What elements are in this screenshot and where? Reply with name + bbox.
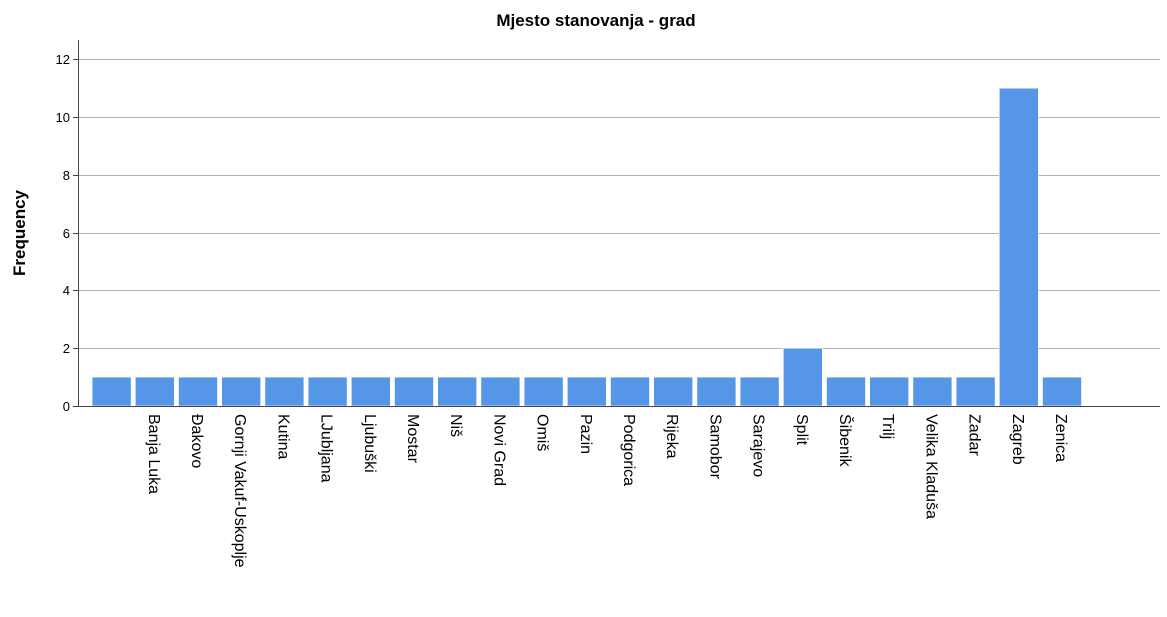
x-tick-label: Pazin bbox=[577, 414, 594, 454]
x-tick-label: LJubljana bbox=[318, 414, 335, 483]
bar bbox=[480, 376, 521, 407]
bar bbox=[523, 376, 564, 407]
y-axis-ticks: 0 2 4 6 8 10 12 bbox=[56, 52, 78, 414]
x-tick-label: Zagreb bbox=[1009, 414, 1026, 465]
x-tick-label: Zadar bbox=[966, 414, 983, 456]
x-tick-label: Gornji Vakuf-Uskoplje bbox=[231, 414, 248, 568]
bar bbox=[782, 347, 823, 407]
x-tick-label: Niš bbox=[447, 414, 464, 437]
bar bbox=[91, 376, 132, 407]
x-tick-label: Velika Kladuša bbox=[922, 414, 939, 519]
bar bbox=[264, 376, 305, 407]
x-tick-label: Split bbox=[793, 414, 810, 446]
bar bbox=[955, 376, 996, 407]
bar bbox=[610, 376, 650, 407]
bar bbox=[826, 376, 866, 407]
y-tick-label: 6 bbox=[63, 226, 70, 241]
bar bbox=[869, 376, 910, 407]
x-tick-label: Podgorica bbox=[620, 414, 637, 486]
bar bbox=[653, 376, 694, 407]
x-tick-label: Banja Luka bbox=[145, 414, 162, 494]
bar bbox=[178, 376, 218, 407]
bar bbox=[739, 376, 780, 407]
x-tick-label: Zenica bbox=[1052, 414, 1069, 462]
x-tick-label: Šibenik bbox=[836, 414, 855, 467]
x-axis-labels: Banja Luka Đakovo Gornji Vakuf-Uskoplje Kut… bbox=[145, 414, 1069, 568]
bar bbox=[696, 376, 737, 407]
x-tick-label: Mostar bbox=[404, 414, 421, 464]
bar bbox=[1042, 376, 1082, 407]
x-tick-label: Novi Grad bbox=[490, 414, 507, 486]
y-tick-label: 0 bbox=[63, 399, 70, 414]
bar bbox=[566, 376, 607, 407]
axes bbox=[78, 40, 1160, 407]
x-tick-label: Sarajevo bbox=[750, 414, 767, 477]
y-tick-label: 4 bbox=[63, 283, 70, 298]
y-tick-label: 12 bbox=[56, 52, 70, 67]
bar bbox=[394, 376, 434, 407]
bars bbox=[91, 87, 1082, 407]
x-tick-label: Omiš bbox=[534, 414, 551, 451]
bar bbox=[135, 376, 175, 407]
x-tick-label: Rijeka bbox=[663, 414, 680, 459]
x-tick-label: Trilj bbox=[879, 414, 896, 439]
gridlines bbox=[78, 59, 1160, 349]
y-tick-label: 2 bbox=[63, 341, 70, 356]
y-tick-label: 10 bbox=[56, 110, 70, 125]
x-tick-label: Kutina bbox=[274, 414, 291, 459]
bar bbox=[437, 376, 478, 407]
x-tick-label: Đakovo bbox=[188, 414, 205, 468]
x-tick-label: Samobor bbox=[706, 414, 723, 480]
bar bbox=[307, 376, 348, 407]
bar bbox=[998, 87, 1039, 407]
bar bbox=[912, 376, 953, 407]
chart-title: Mjesto stanovanja - grad bbox=[496, 11, 695, 30]
bar bbox=[350, 376, 391, 407]
y-tick-label: 8 bbox=[63, 168, 70, 183]
y-axis-label: Frequency bbox=[10, 189, 29, 276]
x-tick-label: Ljubuški bbox=[361, 414, 378, 473]
bar bbox=[221, 376, 261, 407]
